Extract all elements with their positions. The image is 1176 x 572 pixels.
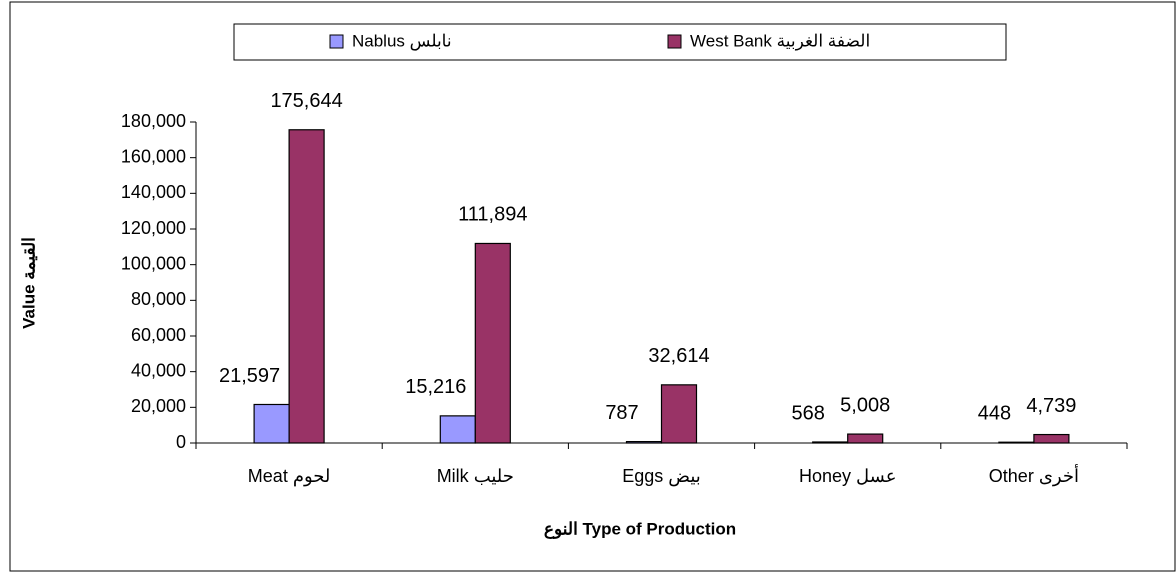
y-tick-label: 100,000 — [121, 253, 186, 273]
data-label: 175,644 — [270, 90, 342, 112]
data-label: 5,008 — [840, 394, 890, 416]
x-tick-label: Meat لحوم — [248, 466, 331, 487]
legend-swatch — [329, 34, 344, 49]
data-label: 787 — [605, 402, 638, 424]
bar — [1033, 433, 1070, 444]
data-label: 32,614 — [648, 345, 709, 367]
y-tick-label: 0 — [176, 432, 186, 452]
x-tick-label: Honey عسل — [799, 466, 896, 486]
bar — [998, 441, 1035, 444]
y-tick-label: 160,000 — [121, 146, 186, 166]
data-label: 568 — [792, 402, 825, 424]
y-tick-label: 20,000 — [131, 396, 186, 416]
bar — [660, 384, 698, 444]
bar — [439, 415, 476, 444]
y-tick-label: 60,000 — [131, 325, 186, 345]
data-label: 111,894 — [458, 204, 527, 226]
x-tick-label: Eggs بيض — [622, 466, 701, 487]
bar — [847, 433, 884, 444]
legend-swatch — [667, 34, 682, 49]
y-tick-label: 80,000 — [131, 289, 186, 309]
x-tick-label: Other أخرى — [989, 464, 1079, 487]
y-tick-label: 120,000 — [121, 218, 186, 238]
bar — [474, 242, 511, 444]
data-label: 4,739 — [1026, 395, 1076, 417]
legend-label: West Bank الضفة الغربية — [690, 31, 870, 51]
y-tick-label: 180,000 — [121, 111, 186, 131]
x-axis-title: النوع Type of Production — [544, 519, 736, 539]
bar — [625, 440, 663, 444]
x-tick-label: Milk حليب — [437, 466, 514, 486]
chart-frame — [9, 1, 1176, 572]
y-axis-title: Value القيمة — [19, 237, 38, 329]
bar — [812, 441, 849, 444]
data-label: 448 — [978, 402, 1011, 424]
data-label: 21,597 — [219, 365, 280, 387]
legend-label: Nablus نابلس — [352, 31, 452, 51]
y-tick-label: 40,000 — [131, 360, 186, 380]
bar — [288, 129, 325, 444]
data-label: 15,216 — [405, 376, 466, 398]
legend-box — [233, 23, 1007, 61]
y-tick-label: 140,000 — [121, 182, 186, 202]
bar — [253, 403, 290, 444]
